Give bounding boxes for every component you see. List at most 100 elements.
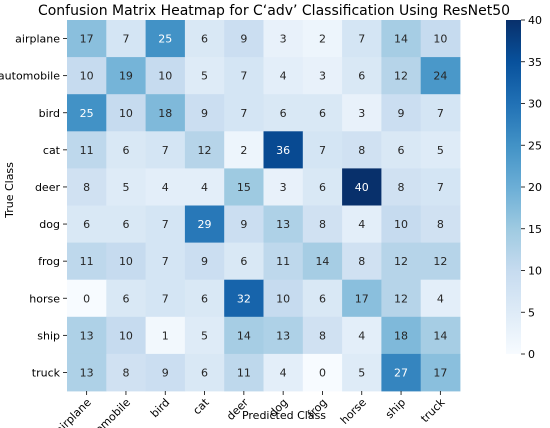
cell-value-label: 7 <box>240 70 247 83</box>
y-tick-label: automobile <box>0 70 60 83</box>
y-tick-label: frog <box>38 255 60 268</box>
cell-value-label: 12 <box>394 255 408 268</box>
colorbar-tick-label: 25 <box>528 139 542 152</box>
cell-value-label: 6 <box>358 70 365 83</box>
cell-value-label: 10 <box>276 292 290 305</box>
cell-value-label: 9 <box>240 218 247 231</box>
heatmap-cell <box>381 242 422 281</box>
heatmap-cell <box>224 279 264 318</box>
heatmap-cell <box>106 316 146 355</box>
colorbar-tick-label: 0 <box>528 348 535 361</box>
heatmap-cell <box>67 57 107 95</box>
heatmap-cell <box>184 205 225 243</box>
colorbar-tick-label: 15 <box>528 223 542 236</box>
heatmap-cell <box>342 316 382 355</box>
heatmap-cell <box>67 94 107 132</box>
heatmap-cell <box>145 57 186 95</box>
x-axis-label: Predicted Class <box>242 409 326 422</box>
cell-value-label: 7 <box>437 107 444 120</box>
heatmap-cell <box>224 20 264 58</box>
cell-value-label: 8 <box>398 181 405 194</box>
heatmap-cell <box>263 242 304 281</box>
cell-value-label: 17 <box>355 292 369 305</box>
heatmap-cell <box>224 316 264 355</box>
heatmap-cell <box>302 57 343 95</box>
heatmap-cell <box>224 94 264 132</box>
heatmap-cell <box>342 242 382 281</box>
cell-value-label: 6 <box>201 292 208 305</box>
cell-value-label: 1 <box>162 329 169 342</box>
cell-value-label: 6 <box>319 107 326 120</box>
heatmap-cell <box>342 131 382 169</box>
heatmap-cell <box>67 353 107 392</box>
heatmap-cell <box>224 168 264 206</box>
cell-value-label: 13 <box>80 329 94 342</box>
heatmap-cell <box>184 168 225 206</box>
cell-value-label: 12 <box>394 70 408 83</box>
heatmap-cell <box>263 168 304 206</box>
cell-value-label: 13 <box>80 366 94 379</box>
heatmap-cell <box>420 131 461 169</box>
heatmap-cell <box>381 168 422 206</box>
cell-value-label: 4 <box>162 181 169 194</box>
cell-value-label: 6 <box>398 144 405 157</box>
cell-value-label: 32 <box>237 292 251 305</box>
cell-value-label: 3 <box>319 70 326 83</box>
heatmap-cell <box>263 205 304 243</box>
heatmap-cell <box>145 131 186 169</box>
heatmap-cell <box>145 94 186 132</box>
heatmap-cell <box>381 20 422 58</box>
heatmap-cell <box>263 20 304 58</box>
cell-value-label: 6 <box>319 181 326 194</box>
cell-value-label: 36 <box>276 144 290 157</box>
heatmap-cell <box>420 168 461 206</box>
cell-value-label: 9 <box>201 107 208 120</box>
heatmap-cell <box>342 94 382 132</box>
x-tick-label: bird <box>148 396 172 420</box>
heatmap-cell <box>302 94 343 132</box>
heatmap-cell <box>184 279 225 318</box>
heatmap-cell <box>302 205 343 243</box>
x-tick-label: cat <box>190 395 212 417</box>
cell-value-label: 5 <box>437 144 444 157</box>
heatmap-cell <box>145 20 186 58</box>
heatmap-cell <box>67 205 107 243</box>
heatmap-cell <box>381 57 422 95</box>
cell-value-label: 8 <box>358 255 365 268</box>
heatmap-cell <box>302 20 343 58</box>
cell-value-label: 10 <box>158 70 172 83</box>
y-axis-label: True Class <box>3 162 16 219</box>
heatmap-cell <box>184 57 225 95</box>
y-tick-label: cat <box>43 144 61 157</box>
heatmap-cell <box>342 57 382 95</box>
cell-value-label: 9 <box>398 107 405 120</box>
y-tick-label: airplane <box>15 33 60 46</box>
cell-value-label: 25 <box>158 33 172 46</box>
cell-value-label: 17 <box>433 366 447 379</box>
heatmap-cell <box>381 353 422 392</box>
cell-value-label: 10 <box>394 218 408 231</box>
cell-value-label: 25 <box>80 107 94 120</box>
cell-value-label: 7 <box>319 144 326 157</box>
cell-value-label: 6 <box>122 144 129 157</box>
cell-value-label: 7 <box>162 292 169 305</box>
cell-value-label: 11 <box>80 144 94 157</box>
cell-value-label: 14 <box>315 255 329 268</box>
colorbar: 0 5 10 15 20 25 30 35 40 <box>506 14 542 361</box>
colorbar-gradient <box>506 20 521 354</box>
heatmap-cell <box>302 353 343 392</box>
cell-value-label: 6 <box>319 292 326 305</box>
cell-value-label: 7 <box>358 33 365 46</box>
heatmap-cell <box>145 316 186 355</box>
heatmap-cell <box>224 205 264 243</box>
cell-value-label: 5 <box>358 366 365 379</box>
cell-value-label: 11 <box>237 366 251 379</box>
heatmap-cell <box>342 20 382 58</box>
cell-value-label: 13 <box>276 218 290 231</box>
cell-value-label: 19 <box>119 70 133 83</box>
heatmap-cell <box>145 168 186 206</box>
heatmap-cell <box>420 57 461 95</box>
cell-value-label: 10 <box>119 255 133 268</box>
